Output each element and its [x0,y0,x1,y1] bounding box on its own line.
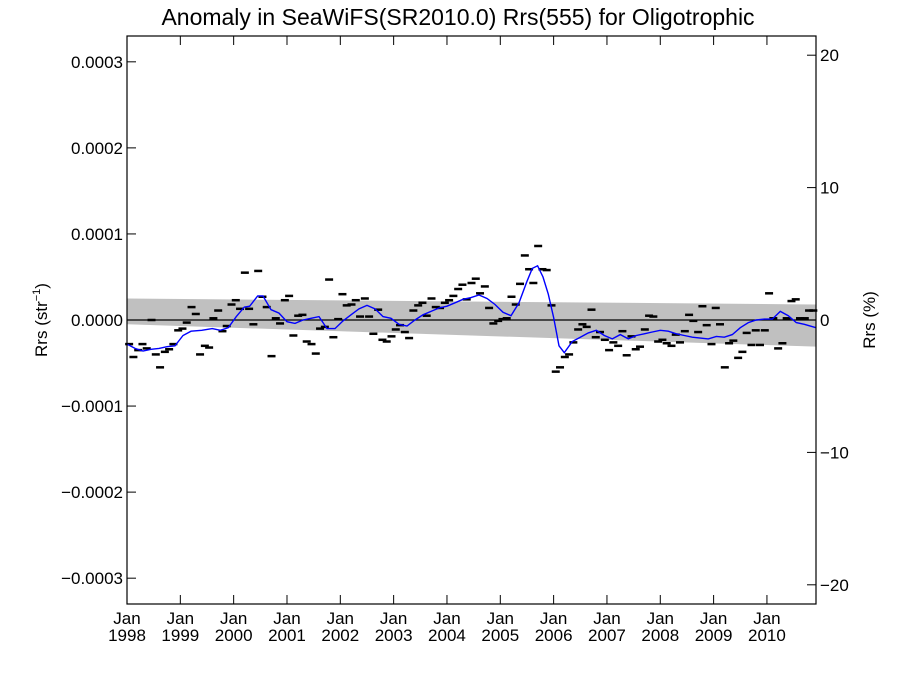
y-tick-label-right: −20 [820,576,849,595]
x-tick-label-month: Jan [593,609,620,628]
y-tick-label-left: −0.0002 [61,483,123,502]
x-tick-label-year: 2002 [321,626,359,645]
smoothed-series-line [126,264,817,354]
x-tick-label-month: Jan [380,609,407,628]
y-tick-label-left: 0.0003 [71,53,123,72]
y-tick-label-left: −0.0003 [61,569,123,588]
x-tick-label-year: 2005 [481,626,519,645]
x-tick-label-year: 2007 [588,626,626,645]
x-tick-label-year: 2009 [695,626,733,645]
y-tick-label-left: 0.0002 [71,139,123,158]
x-tick-label-year: 2004 [428,626,466,645]
y-axis-title-right: Rrs (%) [860,291,879,349]
y-axis-title-left: Rrs (str−1) [31,283,51,357]
x-tick-label-year: 2008 [641,626,679,645]
x-tick-label-year: 2006 [535,626,573,645]
x-tick-label-month: Jan [487,609,514,628]
x-tick-label-month: Jan [220,609,247,628]
x-tick-label-month: Jan [700,609,727,628]
x-tick-label-year: 1998 [108,626,146,645]
x-tick-label-year: 2010 [748,626,786,645]
x-tick-label-month: Jan [540,609,567,628]
y-tick-label-right: 0 [820,311,829,330]
x-tick-label-year: 2001 [268,626,306,645]
y-tick-label-right: −10 [820,443,849,462]
x-tick-label-month: Jan [273,609,300,628]
y-tick-label-right: 10 [820,179,839,198]
x-tick-label-month: Jan [113,609,140,628]
y-tick-label-left: 0.0001 [71,225,123,244]
plot-area [125,244,818,373]
y-tick-label-left: 0.0000 [71,311,123,330]
y-tick-label-right: 20 [820,46,839,65]
x-tick-label-year: 1999 [161,626,199,645]
chart-title: Anomaly in SeaWiFS(SR2010.0) Rrs(555) fo… [161,4,754,30]
x-tick-label-year: 2000 [215,626,253,645]
x-tick-label-month: Jan [753,609,780,628]
x-tick-label-month: Jan [167,609,194,628]
x-tick-label-month: Jan [433,609,460,628]
x-tick-label-month: Jan [647,609,674,628]
x-tick-label-year: 2003 [375,626,413,645]
y-tick-label-left: −0.0001 [61,397,123,416]
axes: 0.0003 0.0002 0.0001 0.0000 −0.0001 −0.0002 −0… [61,36,849,645]
x-tick-label-month: Jan [327,609,354,628]
